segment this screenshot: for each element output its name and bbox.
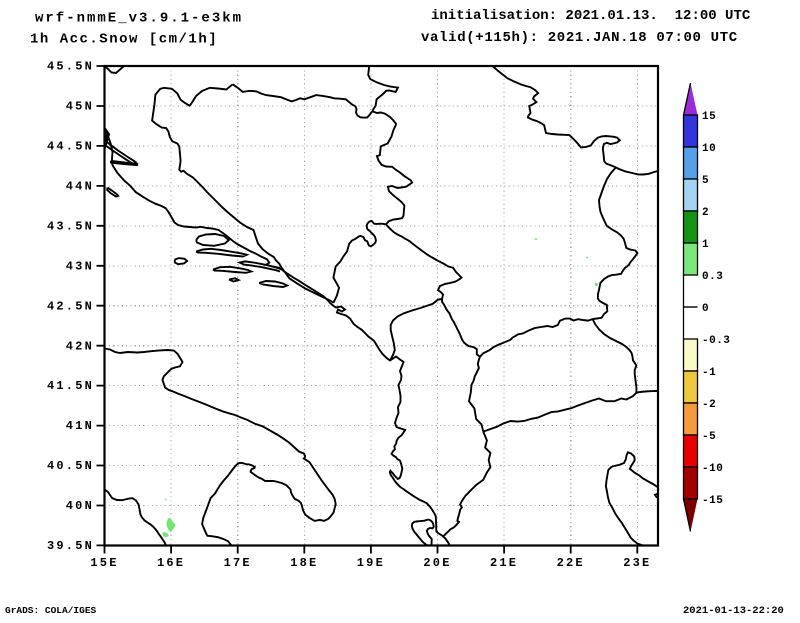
svg-text:21E: 21E	[490, 556, 518, 570]
svg-text:1: 1	[702, 239, 709, 251]
svg-text:45.5N: 45.5N	[47, 60, 94, 74]
svg-text:5: 5	[702, 175, 709, 187]
svg-text:20E: 20E	[423, 556, 451, 570]
svg-text:42.5N: 42.5N	[47, 299, 94, 313]
svg-text:41N: 41N	[66, 419, 94, 433]
svg-text:43N: 43N	[66, 259, 94, 273]
svg-text:initialisation: 2021.01.13. 1: initialisation: 2021.01.13. 12:00 UTC	[431, 8, 751, 24]
svg-text:2021-01-13-22:20: 2021-01-13-22:20	[683, 605, 784, 617]
svg-text:44N: 44N	[66, 180, 94, 194]
svg-text:22E: 22E	[557, 556, 585, 570]
svg-text:18E: 18E	[290, 556, 318, 570]
svg-text:valid(+115h): 2021.JAN.18 07:0: valid(+115h): 2021.JAN.18 07:00 UTC	[421, 30, 738, 46]
svg-text:-2: -2	[702, 399, 716, 411]
svg-text:15E: 15E	[90, 556, 118, 570]
svg-text:40.5N: 40.5N	[47, 459, 94, 473]
svg-text:0.3: 0.3	[702, 271, 723, 283]
svg-text:GrADS: COLA/IGES: GrADS: COLA/IGES	[5, 605, 97, 616]
svg-text:44.5N: 44.5N	[47, 140, 94, 154]
svg-text:41.5N: 41.5N	[47, 379, 94, 393]
svg-text:16E: 16E	[157, 556, 185, 570]
svg-text:10: 10	[702, 143, 716, 155]
svg-text:1h Acc.Snow [cm/1h]: 1h Acc.Snow [cm/1h]	[30, 32, 218, 48]
svg-text:2: 2	[702, 207, 709, 219]
svg-text:-0.3: -0.3	[702, 335, 730, 347]
svg-text:40N: 40N	[66, 499, 94, 513]
svg-text:wrf-nmmE_v3.9.1-e3km: wrf-nmmE_v3.9.1-e3km	[35, 11, 243, 27]
svg-text:0: 0	[702, 303, 709, 315]
svg-text:-10: -10	[702, 463, 723, 475]
svg-text:15: 15	[702, 111, 716, 123]
svg-text:-1: -1	[702, 367, 716, 379]
svg-text:45N: 45N	[66, 100, 94, 114]
svg-text:43.5N: 43.5N	[47, 219, 94, 233]
svg-text:-15: -15	[702, 495, 723, 507]
svg-text:19E: 19E	[357, 556, 385, 570]
svg-text:39.5N: 39.5N	[47, 539, 94, 553]
svg-text:-5: -5	[702, 431, 716, 443]
svg-text:23E: 23E	[623, 556, 651, 570]
svg-text:17E: 17E	[224, 556, 252, 570]
svg-text:42N: 42N	[66, 339, 94, 353]
